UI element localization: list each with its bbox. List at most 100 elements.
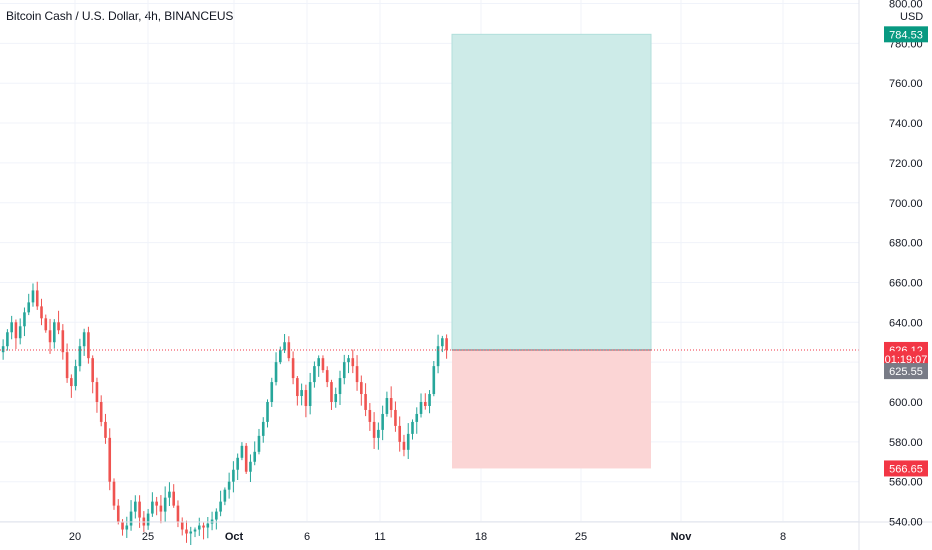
candle-body	[402, 441, 406, 450]
candle-body	[215, 511, 218, 520]
candle-body	[351, 358, 355, 367]
candle-body	[304, 390, 308, 406]
candle-body	[125, 525, 129, 530]
candle-body	[116, 505, 120, 522]
candle-body	[253, 451, 257, 462]
candle-body	[308, 382, 312, 406]
time-axis[interactable]: 20 25 Oct 6 11 18 25 Nov 8	[69, 531, 786, 543]
position-tool[interactable]	[451, 33, 652, 469]
candle-body	[121, 521, 124, 530]
candle-body	[428, 394, 431, 406]
candle-body	[381, 413, 384, 430]
candle-body	[423, 402, 427, 406]
candle-body	[31, 290, 35, 303]
candle-body	[385, 398, 389, 414]
candle-body	[364, 394, 367, 410]
time-tick-label: 11	[374, 531, 385, 543]
candle-body	[321, 358, 325, 371]
candle-body	[129, 511, 133, 526]
price-tick-label: 700.00	[889, 198, 923, 210]
candle-body	[6, 332, 9, 347]
price-tick-label: 660.00	[889, 277, 923, 289]
candle-body	[419, 402, 423, 414]
price-axis[interactable]: 540.00560.00580.00600.00620.00640.00660.…	[889, 0, 923, 529]
candle-body	[415, 413, 419, 422]
candle-body	[372, 421, 376, 438]
candle-body	[330, 382, 333, 402]
price-badge	[884, 363, 928, 380]
candle-body	[138, 501, 141, 518]
loss-zone	[452, 349, 651, 469]
candle-body	[445, 338, 448, 351]
candle-body	[274, 362, 278, 383]
candle-body	[300, 390, 303, 397]
candle-body	[151, 501, 154, 514]
profit-zone	[451, 33, 652, 351]
candle-body	[232, 469, 235, 482]
price-tick-label: 680.00	[889, 238, 923, 250]
candle-body	[249, 461, 252, 472]
time-tick-label: 25	[575, 531, 587, 543]
price-tick-label: 640.00	[889, 317, 923, 329]
price-tick-label: 540.00	[889, 517, 923, 529]
candle-body	[291, 358, 295, 379]
candle-body	[270, 382, 274, 402]
candle-body	[240, 445, 244, 458]
candle-body	[325, 370, 329, 383]
candle-body	[53, 322, 56, 343]
candle-body	[244, 445, 248, 472]
candle-body	[261, 421, 265, 436]
candle-body	[74, 366, 77, 387]
currency-label: USD	[900, 11, 923, 23]
candle-body	[296, 378, 299, 397]
price-badge-label: 625.55	[889, 366, 923, 378]
candle-body	[180, 521, 184, 530]
candle-body	[377, 429, 380, 438]
candle-body	[40, 306, 43, 319]
candle-body	[155, 501, 158, 506]
candle-body	[78, 346, 82, 367]
candle-body	[61, 330, 65, 353]
price-badge-label: 784.53	[889, 29, 923, 41]
time-tick-label: 25	[142, 531, 154, 543]
candle-body	[57, 322, 60, 331]
candle-body	[18, 326, 22, 339]
candle-body	[236, 457, 239, 470]
candles	[1, 281, 448, 546]
price-tick-label: 560.00	[889, 477, 923, 489]
candle-body	[368, 409, 372, 422]
price-badge	[884, 26, 928, 43]
candle-body	[48, 330, 52, 343]
price-badge	[884, 460, 928, 477]
candle-body	[82, 332, 86, 347]
candle-body	[223, 489, 227, 502]
candle-body	[172, 491, 175, 506]
candle-body	[406, 433, 410, 450]
candle-body	[65, 352, 69, 379]
candle-body	[189, 531, 193, 534]
price-tick-label: 800.00	[889, 0, 923, 11]
candle-body	[91, 358, 94, 383]
candle-body	[398, 425, 401, 442]
price-tick-label: 740.00	[889, 118, 923, 130]
candle-body	[355, 366, 359, 383]
candle-body	[342, 362, 346, 379]
candle-body	[360, 382, 363, 395]
symbol-title: Bitcoin Cash / U.S. Dollar, 4h, BINANCEU…	[6, 9, 234, 23]
candle-body	[176, 505, 180, 522]
time-tick-label: Nov	[671, 531, 693, 543]
grid	[0, 0, 859, 523]
candle-body	[99, 402, 103, 422]
candle-body	[436, 346, 440, 367]
candle-body	[70, 378, 73, 387]
candle-body	[219, 501, 222, 512]
candle-body	[197, 525, 201, 530]
candle-body	[338, 378, 342, 395]
candle-body	[432, 366, 436, 395]
time-tick-label: 18	[475, 531, 487, 543]
candle-body	[185, 529, 188, 534]
price-tick-label: 600.00	[889, 397, 923, 409]
candle-body	[44, 318, 48, 331]
